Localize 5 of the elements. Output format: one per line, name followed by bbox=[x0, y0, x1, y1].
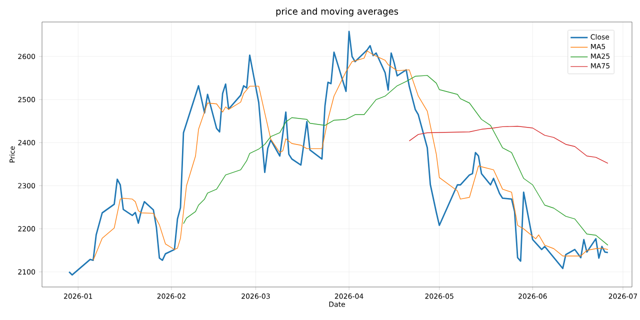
chart-title: price and moving averages bbox=[276, 8, 398, 16]
line-series bbox=[92, 50, 608, 261]
line-series bbox=[408, 126, 608, 164]
line-series bbox=[183, 75, 608, 246]
line-series bbox=[68, 30, 609, 276]
